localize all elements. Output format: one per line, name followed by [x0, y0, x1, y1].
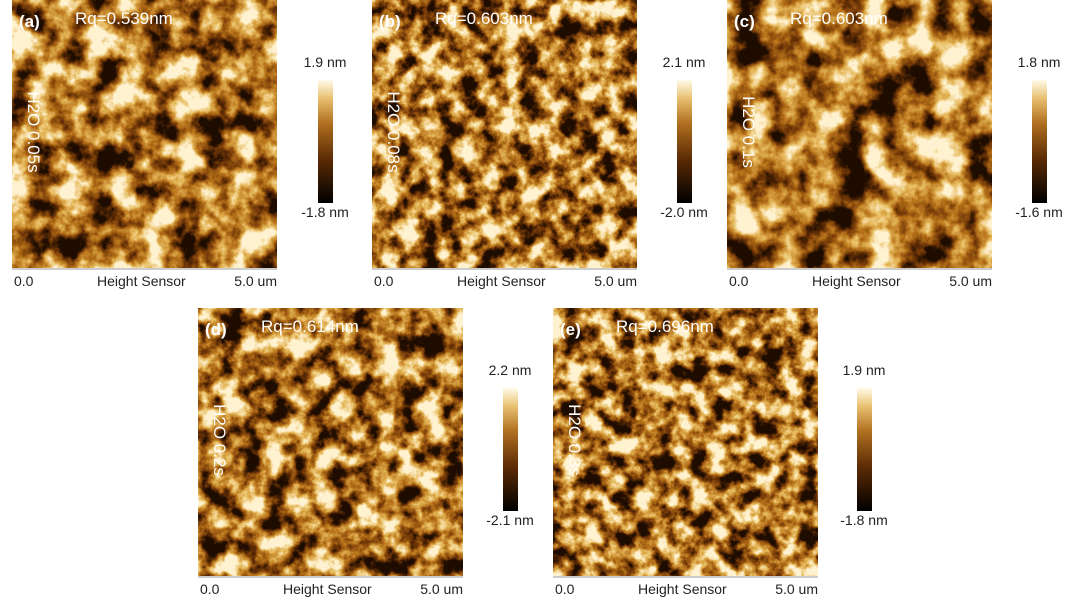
panel-letter: (a) [19, 12, 40, 31]
roughness-label: Rq=0.696nm [616, 317, 714, 336]
colorbar-max: 2.2 nm [489, 362, 532, 378]
roughness-label: Rq=0.603nm [790, 9, 888, 28]
colorbar [318, 80, 333, 203]
colorbar-min: -1.8 nm [301, 204, 348, 220]
colorbar-max: 1.9 nm [304, 54, 347, 70]
afm-image [372, 0, 637, 268]
sample-label: H2O 0.3s [565, 404, 584, 476]
x-label: Height Sensor [638, 581, 727, 597]
x-label: Height Sensor [97, 273, 186, 289]
afm-image [12, 0, 277, 268]
colorbar-min: -2.1 nm [486, 512, 533, 528]
panel-letter: (d) [205, 320, 227, 339]
x-label: Height Sensor [283, 581, 372, 597]
x-end: 5.0 um [420, 581, 463, 597]
colorbar-min: -1.8 nm [840, 512, 887, 528]
x-label: Height Sensor [457, 273, 546, 289]
x-end: 5.0 um [949, 273, 992, 289]
roughness-label: Rq=0.614nm [261, 317, 359, 336]
colorbar-max: 1.8 nm [1018, 54, 1061, 70]
afm-image [198, 308, 463, 576]
colorbar [503, 388, 518, 511]
colorbar-max: 1.9 nm [843, 362, 886, 378]
afm-image [727, 0, 992, 268]
x-end: 5.0 um [234, 273, 277, 289]
x-label: Height Sensor [812, 273, 901, 289]
afm-image [553, 308, 818, 576]
sample-label: H2O 0.08s [384, 91, 403, 172]
panel-letter: (c) [734, 12, 755, 31]
roughness-label: Rq=0.603nm [435, 9, 533, 28]
x-start: 0.0 [729, 273, 749, 289]
roughness-label: Rq=0.539nm [75, 9, 173, 28]
colorbar [677, 80, 692, 203]
colorbar-min: -2.0 nm [660, 204, 707, 220]
x-end: 5.0 um [594, 273, 637, 289]
x-end: 5.0 um [775, 581, 818, 597]
sample-label: H2O 0.2s [210, 404, 229, 476]
colorbar [1032, 80, 1047, 203]
sample-label: H2O 0.05s [24, 91, 43, 172]
colorbar [857, 388, 872, 511]
colorbar-max: 2.1 nm [663, 54, 706, 70]
panel-letter: (e) [560, 320, 581, 339]
sample-label: H2O 0.1s [739, 96, 758, 168]
x-start: 0.0 [14, 273, 34, 289]
colorbar-min: -1.6 nm [1015, 204, 1062, 220]
x-start: 0.0 [200, 581, 220, 597]
x-start: 0.0 [374, 273, 394, 289]
x-start: 0.0 [555, 581, 575, 597]
panel-letter: (b) [379, 12, 401, 31]
